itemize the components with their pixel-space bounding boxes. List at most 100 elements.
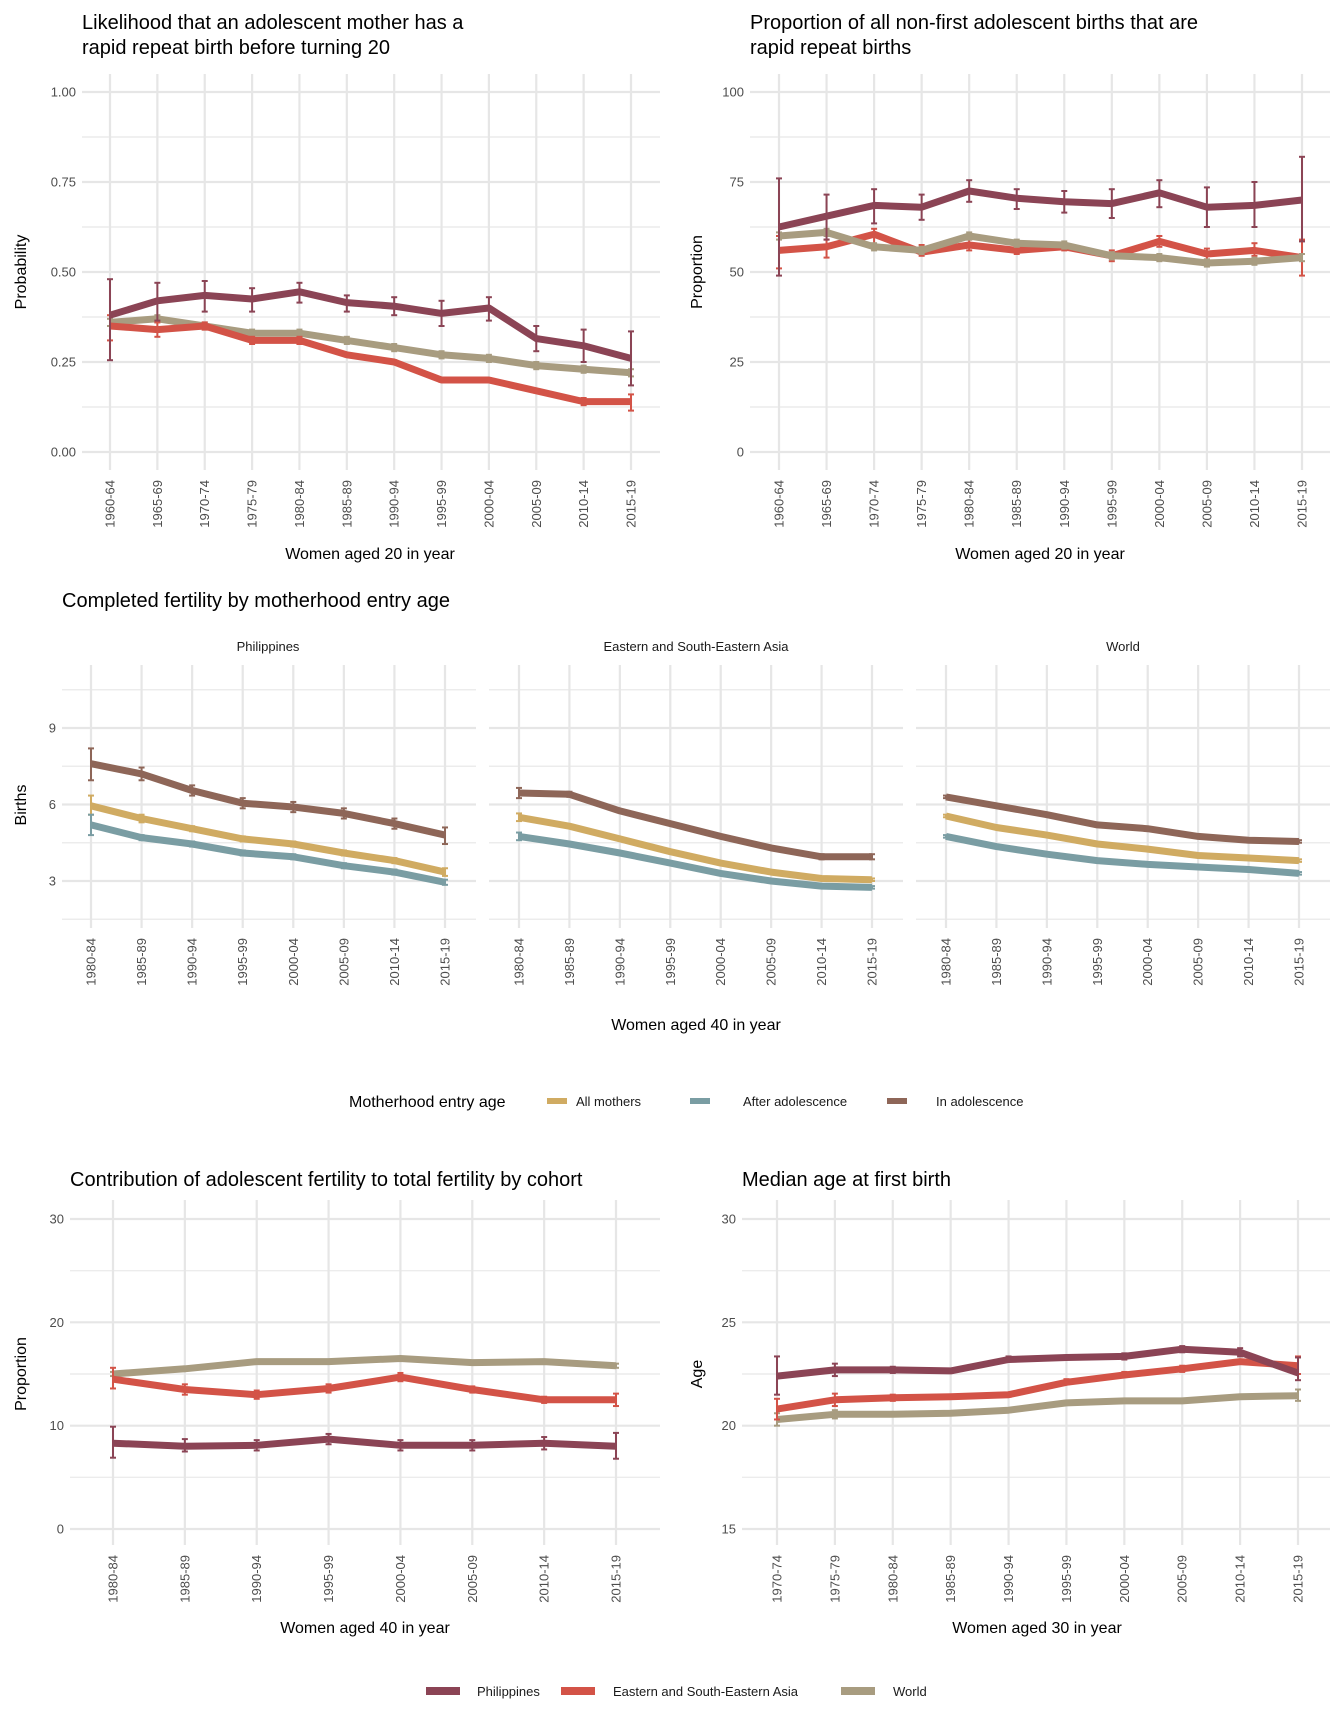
y-tick-label: 20 [50, 1315, 64, 1330]
series-line [112, 1373, 616, 1404]
series-line [109, 322, 631, 406]
series-line [90, 821, 446, 886]
y-tick-label: 0.00 [51, 445, 76, 460]
fertility-series-all-mothers [943, 812, 1302, 865]
series-line [776, 1392, 1299, 1423]
x-tick-label: 1995-99 [1104, 480, 1119, 528]
legend-key-all-mothers [547, 1098, 567, 1104]
y-tick-label: 3 [49, 874, 56, 889]
x-axis-label: Women aged 40 in year [611, 1017, 781, 1034]
fertility-series-all-mothers [516, 812, 875, 884]
series-line [518, 789, 872, 861]
x-axis-label: Women aged 20 in year [955, 546, 1125, 563]
x-tick-label: 1980-84 [962, 480, 977, 528]
median-age-series-philippines [774, 1345, 1301, 1396]
x-axis-label: Women aged 20 in year [285, 546, 455, 563]
chart-rapid-repeat-proportion: Proportion of all non-first adolescent b… [689, 12, 1330, 563]
x-tick-label: 1970-74 [770, 1555, 785, 1603]
fertility-series-after-adolescence [88, 813, 448, 886]
y-tick-label: 30 [50, 1212, 64, 1227]
x-tick-label: 2005-09 [764, 938, 779, 986]
x-tick-label: 1985-89 [134, 938, 149, 986]
chart-title: rapid repeat birth before turning 20 [82, 37, 390, 59]
x-tick-label: 1980-84 [939, 938, 954, 986]
x-tick-label: 1960-64 [103, 480, 118, 528]
legend-key-in-adolescence [887, 1098, 907, 1104]
x-tick-label: 1985-89 [177, 1555, 192, 1603]
x-tick-label: 1985-89 [989, 938, 1004, 986]
x-tick-label: 1990-94 [387, 480, 402, 528]
fertility-series-in-adolescence [88, 747, 448, 846]
x-tick-label: 2015-19 [1291, 1555, 1306, 1603]
x-axis-label: Women aged 40 in year [280, 1620, 450, 1637]
legend-motherhood-entry-age: Motherhood entry age All mothers After ado… [349, 1094, 1023, 1111]
y-tick-label: 100 [722, 85, 744, 100]
chart-title: Median age at first birth [742, 1169, 951, 1191]
x-tick-label: 1965-69 [150, 480, 165, 528]
chart-rapid-repeat-likelihood: Likelihood that an adolescent mother has… [13, 12, 660, 563]
x-axis-label: Women aged 30 in year [952, 1620, 1122, 1637]
x-tick-label: 1965-69 [819, 480, 834, 528]
x-tick-label: 2015-19 [609, 1555, 624, 1603]
median-age-series-world [774, 1388, 1301, 1427]
legend-title: Motherhood entry age [349, 1094, 506, 1111]
chart-completed-fertility: Completed fertility by motherhood entry … [13, 590, 1330, 1034]
fertility-series-in-adolescence [943, 793, 1302, 845]
y-tick-label: 1.00 [51, 85, 76, 100]
x-tick-label: 1985-89 [1009, 480, 1024, 528]
legend-key-philippines [426, 1687, 460, 1695]
y-tick-label: 10 [50, 1418, 64, 1433]
x-tick-label: 1995-99 [235, 938, 250, 986]
x-tick-label: 2010-14 [1241, 938, 1256, 986]
chart-adolescent-contribution: Contribution of adolescent fertility to … [13, 1169, 660, 1637]
x-tick-label: 1980-84 [106, 1555, 121, 1603]
x-tick-label: 1970-74 [867, 480, 882, 528]
x-tick-label: 2000-04 [1140, 938, 1155, 986]
x-tick-label: 1980-84 [84, 938, 99, 986]
x-tick-label: 2000-04 [393, 1555, 408, 1603]
x-tick-label: 2005-09 [1191, 938, 1206, 986]
x-tick-label: 2010-14 [576, 480, 591, 528]
y-axis-label: Probability [13, 235, 30, 310]
series-line [778, 230, 1303, 262]
likelihood-series-eastern-and-south-eastern-asia [107, 314, 634, 412]
x-tick-label: 1995-99 [1059, 1555, 1074, 1603]
x-tick-label: 2010-14 [1247, 480, 1262, 528]
x-tick-label: 1970-74 [197, 480, 212, 528]
legend-label: World [893, 1684, 927, 1699]
legend-key-world [841, 1687, 875, 1695]
series-line [112, 1435, 617, 1450]
x-tick-label: 2010-14 [814, 938, 829, 986]
x-tick-label: 2015-19 [1295, 480, 1310, 528]
proportion-series-philippines [776, 155, 1305, 277]
x-tick-label: 1990-94 [1039, 938, 1054, 986]
x-tick-label: 2010-14 [387, 938, 402, 986]
x-tick-label: 1975-79 [914, 480, 929, 528]
x-tick-label: 1990-94 [249, 1555, 264, 1603]
facet-philippines: Philippines 3 6 9 1980-84 1985-89 1990-94 1995-… [49, 639, 476, 986]
chart-median-age-first-birth: Median age at first birth 15 20 25 30 1970-74… [689, 1169, 1330, 1637]
x-tick-label: 2005-09 [1175, 1555, 1190, 1603]
x-tick-label: 1995-99 [663, 938, 678, 986]
likelihood-series-philippines [107, 278, 634, 387]
facet-world: World 1980-84 1985-89 1990-94 1995-99 2000-04… [916, 639, 1330, 986]
x-tick-label: 1985-89 [339, 480, 354, 528]
series-line [112, 1355, 617, 1378]
x-tick-label: 2015-19 [1292, 938, 1307, 986]
x-tick-label: 2000-04 [481, 480, 496, 528]
y-tick-label: 0.75 [51, 175, 76, 190]
fertility-series-after-adolescence [516, 831, 875, 891]
y-tick-label: 0 [737, 445, 744, 460]
x-tick-label: 2015-19 [438, 938, 453, 986]
y-tick-label: 30 [722, 1212, 736, 1227]
x-tick-label: 2005-09 [1199, 480, 1214, 528]
x-tick-label: 1995-99 [321, 1555, 336, 1603]
x-tick-label: 1980-84 [885, 1555, 900, 1603]
legend-key-after-adolescence [690, 1098, 710, 1104]
y-tick-label: 0.50 [51, 265, 76, 280]
y-axis-label: Proportion [689, 235, 706, 309]
x-tick-label: 1980-84 [512, 938, 527, 986]
fertility-series-in-adolescence [516, 786, 875, 861]
legend-label: After adolescence [743, 1094, 847, 1109]
x-tick-label: 1990-94 [185, 938, 200, 986]
